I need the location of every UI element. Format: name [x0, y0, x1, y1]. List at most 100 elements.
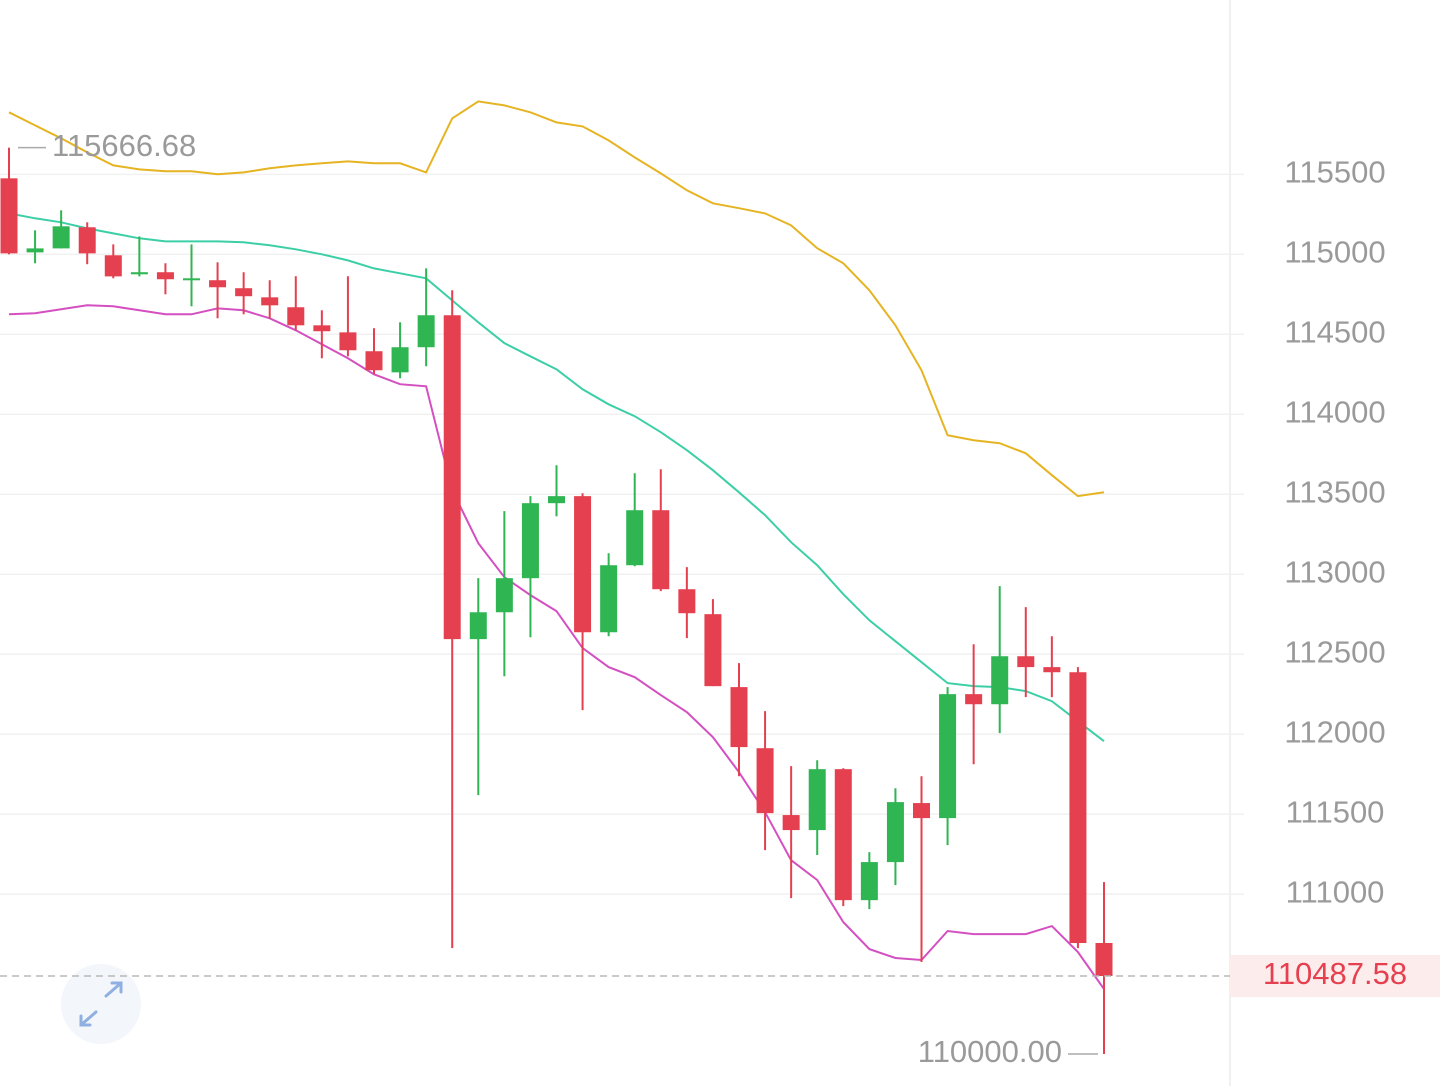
- candle: [26, 230, 44, 264]
- candle: [730, 663, 748, 777]
- candle: [261, 280, 279, 319]
- candle-body: [209, 280, 227, 288]
- candle-body: [1017, 656, 1035, 668]
- candle-body: [26, 248, 44, 253]
- candle: [808, 760, 826, 856]
- candle: [156, 263, 174, 295]
- candle: [52, 210, 70, 249]
- candle-body: [443, 315, 461, 640]
- candle: [626, 473, 644, 567]
- y-tick-label: 111500: [1286, 794, 1385, 829]
- candle-body: [261, 297, 279, 306]
- candle-body: [391, 347, 409, 373]
- candle: [391, 322, 409, 379]
- candle-body: [834, 769, 852, 901]
- candle-body: [939, 694, 957, 819]
- candle-body: [1043, 667, 1061, 673]
- band-line: [8, 304, 1105, 990]
- candle-body: [600, 565, 618, 633]
- candle-body: [991, 656, 1009, 705]
- candle: [600, 553, 618, 637]
- candle-body: [417, 315, 435, 348]
- candle: [1043, 636, 1061, 698]
- candle: [678, 567, 696, 639]
- candle: [495, 511, 513, 677]
- candle-body: [183, 278, 200, 281]
- candle: [1095, 882, 1113, 1055]
- candle: [756, 711, 774, 851]
- candle-body: [235, 288, 253, 297]
- candle: [548, 465, 565, 517]
- candle-body: [0, 178, 18, 254]
- last-price-label: 110487.58: [1263, 956, 1407, 991]
- y-tick-label: 112500: [1284, 634, 1385, 669]
- candle-body: [860, 862, 878, 901]
- candle-body: [156, 272, 174, 280]
- candle: [209, 262, 227, 319]
- candle: [183, 244, 200, 307]
- candle-body: [678, 589, 696, 614]
- candle: [652, 469, 670, 592]
- candle-body: [913, 803, 930, 819]
- candle: [834, 768, 852, 907]
- candle: [782, 766, 800, 899]
- candle: [0, 147, 18, 255]
- y-tick-label: 114500: [1284, 314, 1385, 349]
- candle: [913, 776, 930, 963]
- candle-body: [652, 510, 670, 590]
- candle: [704, 599, 722, 687]
- candle-body: [626, 510, 644, 566]
- y-tick-label: 111000: [1286, 874, 1385, 909]
- candle: [574, 493, 592, 711]
- candle: [235, 272, 253, 315]
- candle: [339, 276, 357, 357]
- y-tick-label: 113000: [1284, 554, 1385, 589]
- y-tick-label: 113500: [1284, 474, 1385, 509]
- candle: [886, 788, 904, 886]
- candle-body: [365, 351, 383, 371]
- candle-body: [521, 503, 539, 579]
- candle-body: [52, 226, 70, 249]
- expand-button[interactable]: [61, 964, 141, 1044]
- candle: [939, 687, 957, 846]
- candle-body: [313, 325, 331, 332]
- candle: [78, 222, 96, 265]
- last-price-box: [1230, 955, 1440, 998]
- candle: [417, 268, 435, 367]
- candle-body: [78, 227, 96, 254]
- band-line: [8, 100, 1105, 498]
- max-marker-label: 115666.68: [52, 128, 196, 163]
- candle: [365, 328, 383, 375]
- band-line: [8, 212, 1105, 742]
- candle-body: [104, 255, 122, 277]
- candle-body: [782, 815, 800, 831]
- candle: [991, 586, 1009, 734]
- candle-body: [1069, 672, 1087, 944]
- candle-body: [469, 612, 487, 640]
- candle: [313, 310, 331, 359]
- candle: [130, 236, 148, 277]
- candle: [521, 496, 539, 638]
- candle: [965, 644, 983, 765]
- y-tick-label: 115000: [1284, 234, 1385, 269]
- y-tick-label: 112000: [1284, 714, 1385, 749]
- candle: [860, 852, 878, 910]
- candle: [1069, 667, 1087, 949]
- candle-body: [730, 687, 748, 748]
- candle: [443, 290, 461, 949]
- candle-body: [965, 694, 983, 705]
- candle-body: [1095, 943, 1113, 977]
- candle-body: [886, 802, 904, 863]
- expand-icon[interactable]: [79, 981, 123, 1027]
- candle-body: [287, 307, 305, 326]
- candle-body: [548, 496, 565, 504]
- candle: [287, 276, 305, 331]
- candle: [1017, 607, 1035, 698]
- candle: [469, 578, 487, 796]
- candle-body: [808, 769, 826, 831]
- min-marker-label: 110000.00: [918, 1034, 1062, 1069]
- candle-body: [495, 578, 513, 613]
- candle-body: [756, 748, 774, 814]
